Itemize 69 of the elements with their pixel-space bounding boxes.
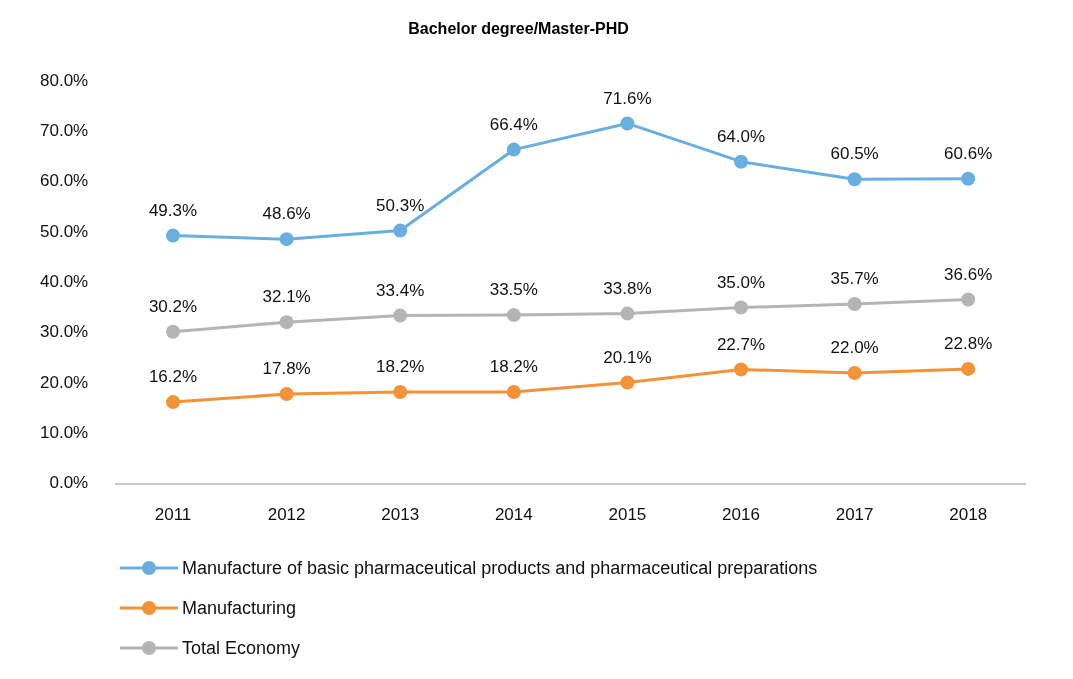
y-tick-label: 40.0%	[40, 272, 89, 292]
point	[279, 387, 294, 402]
point	[620, 306, 635, 321]
point	[847, 172, 862, 187]
y-tick-label: 70.0%	[40, 121, 89, 141]
data-label: 33.5%	[489, 280, 538, 300]
point	[847, 297, 862, 312]
data-label: 35.0%	[716, 272, 766, 292]
point	[734, 300, 748, 315]
data-label: 33.4%	[376, 280, 425, 300]
x-tick-label: 2014	[494, 505, 533, 525]
legend-label: Total Economy	[182, 637, 301, 659]
x-tick-label: 2016	[722, 505, 760, 525]
data-label: 33.8%	[603, 278, 652, 298]
point	[961, 361, 976, 376]
point	[847, 365, 862, 380]
data-label: 71.6%	[603, 88, 652, 108]
x-tick-label: 2018	[949, 505, 988, 525]
data-label: 18.2%	[489, 357, 538, 377]
point	[506, 142, 521, 157]
data-label: 49.3%	[148, 200, 198, 220]
x-tick-label: 2015	[608, 505, 647, 525]
data-label: 17.8%	[262, 359, 311, 379]
data-label: 16.2%	[148, 367, 198, 387]
data-label: 66.4%	[489, 114, 538, 134]
data-label: 64.0%	[716, 126, 766, 146]
data-label: 22.8%	[944, 334, 993, 354]
point	[620, 116, 635, 131]
point	[393, 308, 408, 323]
data-label: 60.5%	[830, 144, 879, 164]
point	[279, 315, 294, 330]
data-label: 35.7%	[830, 269, 879, 289]
y-tick-label: 60.0%	[40, 171, 89, 191]
point	[734, 362, 748, 377]
point	[620, 375, 635, 390]
data-label: 20.1%	[603, 347, 652, 367]
point	[166, 324, 180, 339]
point	[506, 308, 521, 323]
point	[393, 385, 408, 400]
data-label: 48.6%	[262, 204, 311, 224]
x-tick-label: 2012	[267, 505, 306, 525]
point	[166, 228, 180, 243]
x-tick-label: 2013	[381, 505, 420, 525]
data-label: 22.7%	[716, 334, 766, 354]
y-tick-label: 50.0%	[40, 221, 89, 241]
x-tick-label: 2011	[154, 505, 192, 525]
point	[506, 385, 521, 400]
point	[166, 395, 180, 410]
data-label: 32.1%	[262, 287, 311, 307]
y-tick-label: 0.0%	[49, 473, 89, 493]
y-tick-label: 10.0%	[40, 422, 89, 442]
y-tick-label: 20.0%	[40, 372, 89, 392]
point	[961, 292, 976, 307]
point	[393, 223, 408, 238]
point	[961, 171, 976, 186]
y-tick-label: 80.0%	[40, 70, 89, 90]
y-tick-label: 30.0%	[40, 322, 89, 342]
data-label: 60.6%	[944, 143, 993, 163]
data-label: 22.0%	[830, 338, 879, 358]
point	[734, 154, 748, 169]
point	[279, 232, 294, 247]
data-label: 36.6%	[944, 264, 993, 284]
data-label: 50.3%	[376, 195, 425, 215]
data-label: 30.2%	[148, 296, 198, 316]
data-label: 18.2%	[376, 357, 425, 377]
legend-label: Manufacture of basic pharmaceutical products and pharmaceutical preparations	[182, 557, 818, 579]
legend-label: Manufacturing	[182, 597, 297, 619]
x-tick-label: 2017	[835, 505, 874, 525]
chart-title: Bachelor degree/Master-PHD	[408, 20, 629, 38]
